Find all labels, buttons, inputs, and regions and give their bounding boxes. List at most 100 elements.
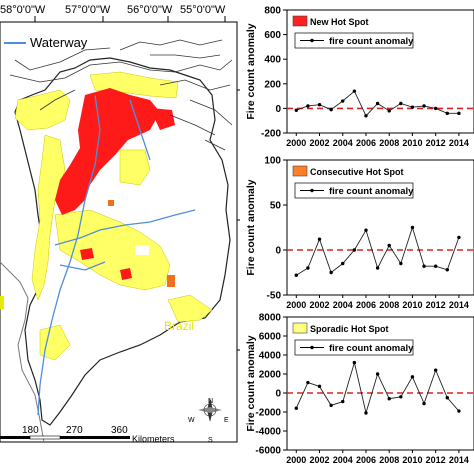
data-point <box>341 399 345 404</box>
legend-color-box <box>292 322 308 334</box>
y-tick-label: -4000 <box>255 427 281 438</box>
y-tick-label: 200 <box>264 79 281 90</box>
data-point <box>375 101 380 106</box>
y-tick-label: -200 <box>261 129 281 140</box>
sporadic-hotspot-areas <box>14 71 213 361</box>
data-point <box>387 243 391 248</box>
legend-line-label: fire count anomaly <box>329 343 414 354</box>
x-tick-label: 2000 <box>286 455 306 465</box>
data-point <box>329 403 333 408</box>
data-point <box>294 108 298 112</box>
new-hotspot-areas <box>55 88 175 280</box>
legend-box-label: Sporadic Hot Spot <box>310 324 389 334</box>
scale-unit: Kilometers <box>132 434 175 444</box>
x-tick-label: 2000 <box>286 300 306 310</box>
legend-marker-sample <box>310 38 314 43</box>
x-tick-label: 2014 <box>449 300 469 310</box>
scale-tick-360: 360 <box>111 425 128 436</box>
data-point <box>457 409 461 413</box>
legend-line-label: fire count anomaly <box>329 186 414 197</box>
x-tick-label: 2010 <box>402 138 422 148</box>
data-point <box>329 107 333 112</box>
legend-box-label: New Hot Spot <box>310 17 369 27</box>
data-point <box>341 99 345 103</box>
y-tick-label: 50 <box>270 201 282 212</box>
y-tick-label: -50 <box>267 291 282 302</box>
lon-label-57: 57°0'0"W <box>65 4 111 16</box>
plot-frame-1 <box>286 9 474 134</box>
data-point <box>294 273 298 277</box>
data-point <box>445 111 449 116</box>
data-point <box>399 395 403 399</box>
y-tick-label: 0 <box>275 389 281 400</box>
data-point <box>341 261 345 266</box>
map-frame <box>0 21 238 443</box>
legend-line-label: fire count anomaly <box>329 36 414 47</box>
x-tick-label: 2014 <box>449 455 469 465</box>
x-tick-label: 2004 <box>333 138 353 148</box>
x-tick-label: 2002 <box>310 455 330 465</box>
consecutive-hotspot-areas <box>108 200 175 287</box>
data-point <box>364 228 368 232</box>
waterway-legend-label: Waterway <box>30 35 88 50</box>
y-tick-label: 4000 <box>259 351 282 362</box>
plot-frame-2 <box>286 159 474 296</box>
x-tick-label: 2010 <box>402 455 422 465</box>
legend-color-box <box>292 15 308 27</box>
data-point <box>433 106 438 111</box>
data-point <box>433 264 438 268</box>
legend-line-box <box>294 32 414 49</box>
data-point <box>306 104 310 108</box>
pantanal-hotspot-map: 58°0'0"W 57°0'0"W 56°0'0"W 55°0'0"W Wate… <box>0 4 240 444</box>
data-point <box>387 109 391 113</box>
north-arrow-icon: N S E W <box>188 398 229 444</box>
y-tick-label: 100 <box>264 156 281 167</box>
y-axis-label: Fire count anomaly <box>245 179 257 275</box>
data-point <box>317 103 322 107</box>
x-tick-label: 2012 <box>426 455 446 465</box>
data-point <box>364 114 368 118</box>
x-tick-label: 2004 <box>333 300 353 310</box>
x-tick-label: 2006 <box>356 300 376 310</box>
data-point <box>422 401 426 406</box>
data-point <box>364 411 368 415</box>
y-tick-label: 2000 <box>259 370 282 381</box>
y-tick-label: -6000 <box>255 446 281 457</box>
data-point <box>399 101 403 106</box>
data-point <box>306 266 310 270</box>
x-tick-label: 2012 <box>426 138 446 148</box>
data-point <box>457 111 461 116</box>
x-tick-label: 2006 <box>356 138 376 148</box>
data-point <box>433 368 438 372</box>
data-point <box>317 384 322 389</box>
data-point <box>410 105 415 109</box>
y-tick-label: 800 <box>264 6 281 17</box>
x-tick-label: 2002 <box>310 138 330 148</box>
data-point <box>294 406 298 410</box>
compass-n: N <box>208 398 213 405</box>
data-point <box>445 396 449 400</box>
data-point <box>387 397 391 401</box>
x-tick-label: 2008 <box>379 455 399 465</box>
y-tick-label: -2000 <box>255 408 281 419</box>
x-tick-label: 2000 <box>286 138 306 148</box>
waterway-lines <box>37 94 196 416</box>
y-tick-label: 0 <box>275 104 281 115</box>
y-tick-label: 600 <box>264 30 281 41</box>
data-point <box>329 270 333 275</box>
plot-frame-3 <box>286 316 474 451</box>
lon-label-56: 56°0'0"W <box>127 4 173 16</box>
legend-line-box <box>294 339 414 356</box>
x-tick-label: 2002 <box>310 300 330 310</box>
compass-e: E <box>224 417 229 424</box>
legend-marker-sample <box>310 188 314 193</box>
x-tick-label: 2008 <box>379 138 399 148</box>
x-tick-label: 2010 <box>402 300 422 310</box>
data-point <box>410 375 415 379</box>
legend-marker-sample <box>310 345 314 350</box>
lon-label-58: 58°0'0"W <box>0 4 46 16</box>
river-network <box>9 39 233 151</box>
unburnt-patches <box>105 185 149 255</box>
scale-bar: 180 270 360 Kilometers <box>0 425 175 444</box>
